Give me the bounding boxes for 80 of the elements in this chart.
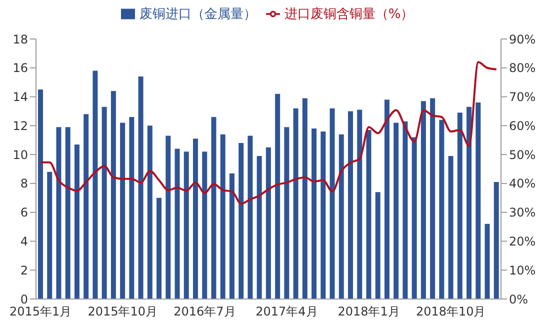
y2-tick-label: 40%: [509, 176, 536, 191]
bar: [110, 91, 116, 299]
legend-label: 废铜进口（金属量）: [139, 7, 256, 22]
bar: [348, 111, 353, 299]
y2-tick-label: 50%: [509, 148, 536, 162]
y-tick-label: 16: [12, 61, 28, 76]
y2-tick-label: 80%: [509, 61, 536, 76]
bar: [47, 172, 52, 299]
bar: [147, 126, 152, 299]
line-series: [40, 61, 498, 205]
bar: [439, 120, 444, 299]
bar: [457, 112, 462, 299]
bar: [494, 182, 499, 299]
bar: [466, 106, 472, 299]
bar: [320, 131, 326, 299]
y-tick-label: 6: [20, 206, 28, 220]
y-tick-label: 4: [20, 234, 28, 248]
bar: [293, 108, 298, 299]
bar: [330, 108, 335, 299]
bar: [65, 127, 70, 299]
bar: [56, 127, 62, 299]
x-tick-label: 2016年7月: [174, 304, 236, 319]
y2-tick-label: 0%: [509, 292, 528, 306]
bar: [338, 134, 344, 299]
bar: [174, 148, 180, 299]
y-tick-label: 0: [20, 292, 28, 306]
bar: [402, 121, 408, 299]
bar: [375, 192, 380, 299]
bar: [211, 117, 216, 299]
bar: [412, 137, 417, 299]
bar: [74, 144, 80, 299]
y-tick-label: 12: [12, 118, 28, 133]
bar: [476, 102, 481, 299]
bar: [275, 94, 280, 299]
bar: [202, 152, 208, 299]
y2-tick-label: 10%: [509, 263, 536, 278]
y-tick-label: 18: [12, 32, 28, 46]
bar: [256, 156, 262, 299]
x-tick-label: 2018年1月: [338, 304, 400, 319]
x-tick-label: 2018年10月: [416, 304, 486, 319]
bar: [312, 128, 317, 299]
bar: [420, 101, 426, 299]
bar: [384, 100, 390, 299]
y-tick-label: 2: [20, 263, 28, 278]
bar: [238, 143, 244, 299]
y2-tick-label: 70%: [509, 90, 536, 104]
bar: [156, 198, 162, 299]
y2-tick-label: 90%: [509, 32, 536, 46]
y2-tick-label: 60%: [509, 118, 536, 133]
bar: [248, 136, 253, 299]
bar: [184, 152, 189, 299]
bar: [357, 110, 362, 299]
bar: [448, 156, 454, 299]
bar: [92, 70, 98, 299]
bar: [102, 106, 107, 299]
bar: [129, 117, 134, 299]
bar: [138, 76, 144, 299]
bar: [484, 224, 490, 299]
y2-tick-label: 30%: [509, 206, 536, 220]
x-tick-label: 2015年10月: [88, 304, 158, 319]
bar: [120, 122, 126, 299]
bar: [193, 138, 198, 299]
y-tick-label: 10: [12, 148, 28, 162]
bar: [266, 147, 271, 299]
bar: [229, 173, 234, 299]
bar: [394, 122, 399, 299]
legend-label: 进口废铜含铜量（%）: [284, 7, 414, 22]
bar: [84, 114, 89, 299]
bar: [430, 98, 436, 299]
bar: [284, 127, 290, 299]
x-tick-label: 2017年4月: [256, 304, 318, 319]
bar: [38, 90, 43, 299]
bar: [220, 134, 226, 299]
bar: [166, 136, 171, 299]
x-tick-label: 2015年1月: [9, 304, 72, 319]
y2-tick-label: 20%: [509, 234, 536, 248]
bar: [302, 98, 308, 299]
y-tick-label: 14: [12, 90, 28, 104]
bar: [366, 130, 372, 299]
y-tick-label: 8: [20, 176, 28, 191]
